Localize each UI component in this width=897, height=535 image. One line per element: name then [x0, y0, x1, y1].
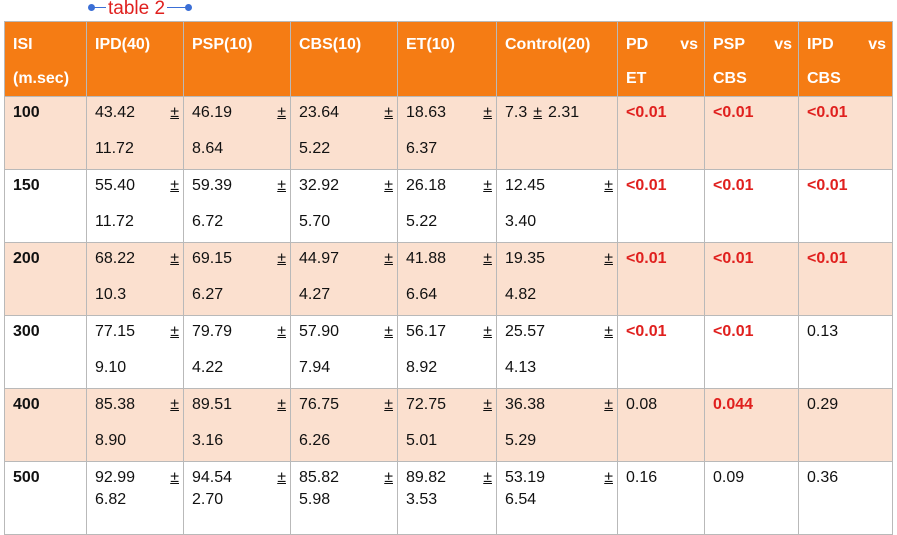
cell-psp: 59.39 ± 6.72 — [183, 169, 291, 243]
cell-isi: 100 — [4, 96, 87, 170]
header-row: ISI (m.sec) IPD(40) PSP(10) CBS(10) ET(1… — [4, 21, 893, 97]
cell-psp: 79.79 ± 4.22 — [183, 315, 291, 389]
header-isi: ISI (m.sec) — [4, 21, 87, 97]
cell-p1: <0.01 — [617, 96, 705, 170]
table-caption: table 2 — [106, 0, 168, 20]
cell-psp: 94.54 ± 2.70 — [183, 461, 291, 535]
cell-isi: 300 — [4, 315, 87, 389]
cell-p3: 0.13 — [798, 315, 893, 389]
cell-cbs: 57.90 ± 7.94 — [290, 315, 398, 389]
cell-p3: <0.01 — [798, 169, 893, 243]
cell-et: 18.63 ± 6.37 — [397, 96, 497, 170]
cell-p3: <0.01 — [798, 242, 893, 316]
header-ipd: IPD(40) — [86, 21, 184, 97]
header-et: ET(10) — [397, 21, 497, 97]
cell-p3: 0.29 — [798, 388, 893, 462]
cell-control: 7.3 ±2.31 — [496, 96, 618, 170]
cell-isi: 500 — [4, 461, 87, 535]
cell-p2: 0.044 — [704, 388, 799, 462]
cell-control: 19.35 ± 4.82 — [496, 242, 618, 316]
header-psp-vs-cbs: PSP vs CBS — [704, 21, 799, 97]
cell-et: 41.88 ± 6.64 — [397, 242, 497, 316]
header-cbs: CBS(10) — [290, 21, 398, 97]
table-row: 500 92.99 ± 6.82 94.54 ± 2.70 85.82 ± 5.98 … — [4, 461, 893, 535]
header-control: Control(20) — [496, 21, 618, 97]
cell-control: 12.45 ± 3.40 — [496, 169, 618, 243]
cell-p2: <0.01 — [704, 315, 799, 389]
results-table: ISI (m.sec) IPD(40) PSP(10) CBS(10) ET(1… — [4, 21, 893, 535]
cell-p2: <0.01 — [704, 96, 799, 170]
cell-cbs: 85.82 ± 5.98 — [290, 461, 398, 535]
cell-cbs: 44.97 ± 4.27 — [290, 242, 398, 316]
table-row: 200 68.22 ± 10.3 69.15 ± 6.27 44.97 ± 4.27 … — [4, 242, 893, 316]
cell-ipd: 77.15 ± 9.10 — [86, 315, 184, 389]
cell-ipd: 55.40 ± 11.72 — [86, 169, 184, 243]
cell-control: 36.38 ± 5.29 — [496, 388, 618, 462]
cell-cbs: 32.92 ± 5.70 — [290, 169, 398, 243]
cell-et: 26.18 ± 5.22 — [397, 169, 497, 243]
cell-p1: 0.16 — [617, 461, 705, 535]
cell-p1: <0.01 — [617, 242, 705, 316]
cell-ipd: 43.42 ± 11.72 — [86, 96, 184, 170]
caption-handle-left[interactable] — [88, 4, 95, 11]
cell-control: 53.19 ± 6.54 — [496, 461, 618, 535]
cell-ipd: 92.99 ± 6.82 — [86, 461, 184, 535]
cell-control: 25.57 ± 4.13 — [496, 315, 618, 389]
table-row: 300 77.15 ± 9.10 79.79 ± 4.22 57.90 ± 7.94 … — [4, 315, 893, 389]
cell-psp: 46.19 ± 8.64 — [183, 96, 291, 170]
cell-psp: 89.51 ± 3.16 — [183, 388, 291, 462]
table-row: 100 43.42 ± 11.72 46.19 ± 8.64 23.64 ± 5.22… — [4, 96, 893, 170]
cell-p2: 0.09 — [704, 461, 799, 535]
cell-ipd: 85.38 ± 8.90 — [86, 388, 184, 462]
cell-ipd: 68.22 ± 10.3 — [86, 242, 184, 316]
header-ipd-vs-cbs: IPD vs CBS — [798, 21, 893, 97]
cell-psp: 69.15 ± 6.27 — [183, 242, 291, 316]
cell-et: 56.17 ± 8.92 — [397, 315, 497, 389]
table-row: 400 85.38 ± 8.90 89.51 ± 3.16 76.75 ± 6.26 … — [4, 388, 893, 462]
cell-p3: <0.01 — [798, 96, 893, 170]
header-psp: PSP(10) — [183, 21, 291, 97]
cell-et: 72.75 ± 5.01 — [397, 388, 497, 462]
cell-isi: 400 — [4, 388, 87, 462]
cell-p1: <0.01 — [617, 315, 705, 389]
cell-p2: <0.01 — [704, 242, 799, 316]
cell-cbs: 23.64 ± 5.22 — [290, 96, 398, 170]
header-pd-vs-et: PD vs ET — [617, 21, 705, 97]
cell-isi: 200 — [4, 242, 87, 316]
caption-marker: table 2 — [88, 0, 192, 22]
caption-handle-right[interactable] — [185, 4, 192, 11]
table-body: 100 43.42 ± 11.72 46.19 ± 8.64 23.64 ± 5.22… — [4, 96, 893, 535]
cell-p3: 0.36 — [798, 461, 893, 535]
cell-p1: <0.01 — [617, 169, 705, 243]
cell-cbs: 76.75 ± 6.26 — [290, 388, 398, 462]
cell-et: 89.82 ± 3.53 — [397, 461, 497, 535]
cell-isi: 150 — [4, 169, 87, 243]
table-row: 150 55.40 ± 11.72 59.39 ± 6.72 32.92 ± 5.70… — [4, 169, 893, 243]
cell-p1: 0.08 — [617, 388, 705, 462]
cell-p2: <0.01 — [704, 169, 799, 243]
